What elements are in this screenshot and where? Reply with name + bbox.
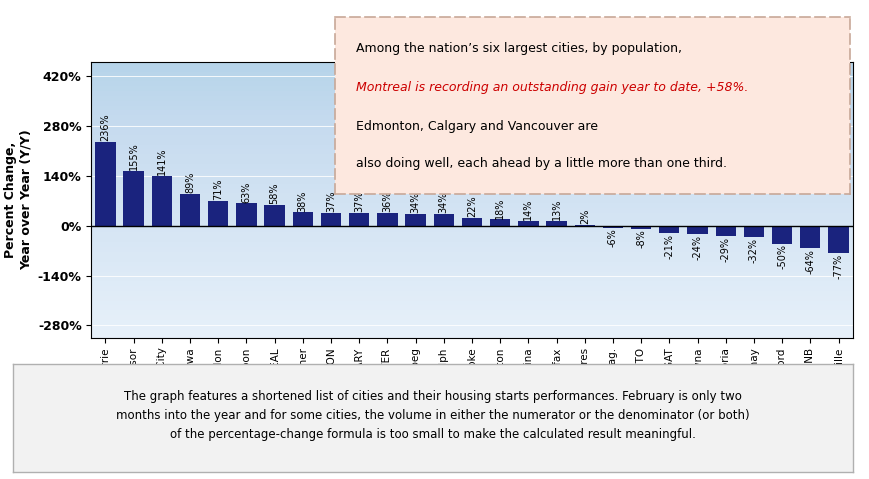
Text: -8%: -8% [635,229,646,248]
Text: 63%: 63% [241,181,251,203]
Bar [489,219,510,226]
Text: 2%: 2% [579,209,589,224]
Bar [348,213,369,226]
Bar [292,212,313,226]
Text: 155%: 155% [129,142,138,170]
Bar [743,226,763,237]
Bar [264,205,284,226]
Bar [602,226,622,228]
Bar [123,171,143,226]
Text: 38%: 38% [297,190,308,212]
Text: -21%: -21% [664,234,673,259]
Bar [799,226,819,249]
Text: Montreal is recording an outstanding gain year to date, +58%.: Montreal is recording an outstanding gai… [355,81,747,94]
Text: 89%: 89% [185,172,195,194]
Bar [687,226,706,234]
Bar [236,204,256,226]
Bar [208,201,228,226]
Bar [96,142,116,226]
Bar [433,214,454,226]
Bar [151,176,172,226]
Text: 37%: 37% [354,190,364,212]
Text: 18%: 18% [494,197,505,218]
Text: -6%: -6% [607,228,617,247]
Bar [546,221,566,226]
Text: Edmonton, Calgary and Vancouver are: Edmonton, Calgary and Vancouver are [355,120,597,133]
Text: -32%: -32% [748,238,758,263]
Text: 14%: 14% [523,199,533,220]
Text: 34%: 34% [410,192,420,213]
Text: 236%: 236% [100,114,110,141]
Bar [715,226,735,236]
X-axis label: Census Metropolitan Areas (CMAs): Census Metropolitan Areas (CMAs) [335,432,607,446]
Bar [180,194,200,226]
Text: 58%: 58% [269,183,279,205]
Bar [377,213,397,226]
Text: The graph features a shortened list of cities and their housing starts performan: The graph features a shortened list of c… [116,390,749,441]
Text: Among the nation’s six largest cities, by population,: Among the nation’s six largest cities, b… [355,42,685,55]
Bar [630,226,651,228]
Text: 13%: 13% [551,199,561,220]
Text: 141%: 141% [156,148,167,175]
Text: 71%: 71% [213,178,223,200]
Y-axis label: Percent Change,
Year over Year (Y/Y): Percent Change, Year over Year (Y/Y) [4,130,32,270]
Bar [321,213,341,226]
Bar [659,226,679,233]
Bar [771,226,792,243]
Text: -29%: -29% [720,237,730,262]
Text: 34%: 34% [438,192,448,213]
Text: -77%: -77% [833,254,843,279]
Text: -24%: -24% [692,235,702,260]
Text: also doing well, each ahead by a little more than one third.: also doing well, each ahead by a little … [355,158,726,171]
Bar [405,214,425,226]
Text: -64%: -64% [805,249,814,274]
Text: 37%: 37% [326,190,335,212]
Text: 22%: 22% [467,195,476,217]
Text: -50%: -50% [776,244,786,269]
Bar [574,225,594,226]
Text: 36%: 36% [382,191,392,212]
Bar [461,218,481,226]
Bar [827,226,847,253]
Bar [518,221,538,226]
